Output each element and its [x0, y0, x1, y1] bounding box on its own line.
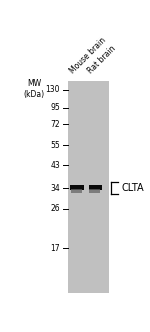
Bar	[71, 189, 82, 193]
Text: Rat brain: Rat brain	[86, 44, 118, 76]
Text: 55: 55	[50, 141, 60, 150]
Bar	[70, 185, 84, 190]
Text: 34: 34	[50, 184, 60, 193]
Text: 43: 43	[50, 161, 60, 170]
Text: CLTA: CLTA	[121, 183, 144, 193]
Text: 17: 17	[50, 244, 60, 253]
Text: 26: 26	[50, 204, 60, 213]
Text: Mouse brain: Mouse brain	[68, 36, 107, 76]
Text: 95: 95	[50, 103, 60, 112]
Bar	[89, 189, 100, 193]
Bar	[68, 81, 109, 293]
Bar	[88, 185, 102, 190]
Text: 130: 130	[45, 85, 60, 94]
Text: MW
(kDa): MW (kDa)	[23, 79, 44, 99]
Text: 72: 72	[50, 120, 60, 129]
